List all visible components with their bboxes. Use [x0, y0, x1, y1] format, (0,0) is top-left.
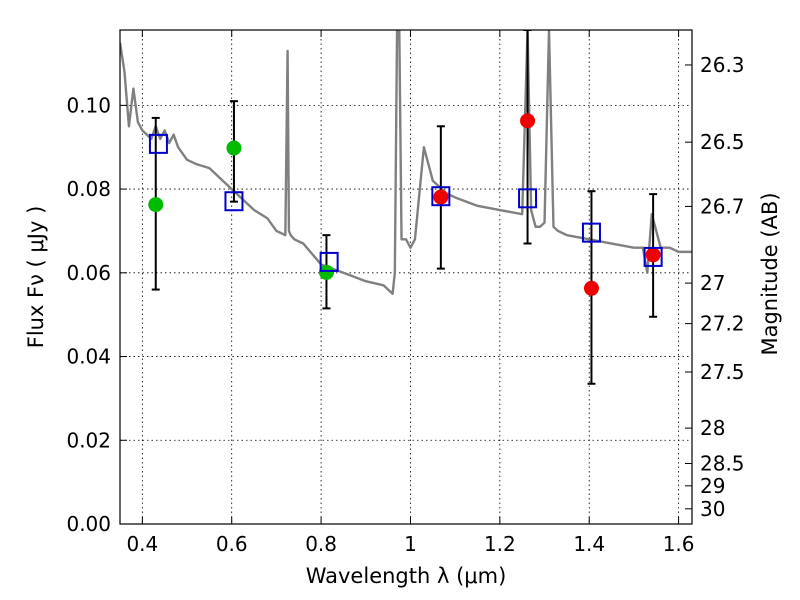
right-tick-label: 26.5	[700, 130, 745, 154]
x-tick-label: 0.4	[126, 532, 158, 556]
y-tick-label: 0.04	[66, 345, 111, 369]
model-point	[431, 186, 451, 207]
right-tick-label: 26.7	[700, 194, 745, 218]
data-point	[226, 140, 242, 156]
data-point	[433, 189, 449, 205]
x-axis-label: Wavelength λ (μm)	[306, 564, 507, 588]
model-point	[643, 246, 663, 267]
x-tick-label: 1.4	[573, 532, 605, 556]
right-tick-label: 30	[700, 497, 725, 521]
right-tick-label: 28.5	[700, 451, 745, 475]
data-point	[520, 113, 536, 129]
x-tick-label: 0.6	[216, 532, 248, 556]
data-point	[148, 197, 164, 213]
model-point	[319, 251, 339, 272]
y-axis-label: Flux Fν ( μJy )	[24, 206, 48, 349]
data-point	[583, 280, 599, 296]
y-tick-label: 0.02	[66, 428, 111, 452]
data-point	[318, 264, 334, 280]
plot-area	[120, 30, 692, 385]
right-tick-label: 26.3	[700, 53, 745, 77]
right-axis-label: Magnitude (AB)	[758, 192, 782, 355]
right-tick-label: 27.5	[700, 360, 745, 384]
axes: 0.4 0.6 0.8 1 1.2 1.4 1.6 0.00 0.02 0.04 0.06 0.08 0…	[66, 30, 745, 556]
y-tick-label: 0.00	[66, 512, 111, 536]
right-tick-label: 28	[700, 416, 725, 440]
right-tick-label: 27	[700, 271, 725, 295]
x-tick-label: 1.6	[663, 532, 695, 556]
model-point	[148, 133, 168, 154]
spectrum-line	[120, 30, 692, 295]
plot-frame	[119, 29, 693, 525]
y-tick-label: 0.10	[66, 93, 111, 117]
y-tick-label: 0.06	[66, 261, 111, 285]
x-tick-label: 1	[404, 532, 417, 556]
y-tick-label: 0.08	[66, 177, 111, 201]
x-tick-label: 1.2	[484, 532, 516, 556]
model-point	[581, 222, 601, 243]
x-tick-label: 0.8	[305, 532, 337, 556]
model-point	[224, 191, 244, 212]
right-tick-label: 29	[700, 474, 725, 498]
grid	[120, 30, 692, 524]
right-tick-label: 27.2	[700, 312, 745, 336]
data-point	[645, 247, 661, 263]
model-point	[518, 188, 538, 209]
